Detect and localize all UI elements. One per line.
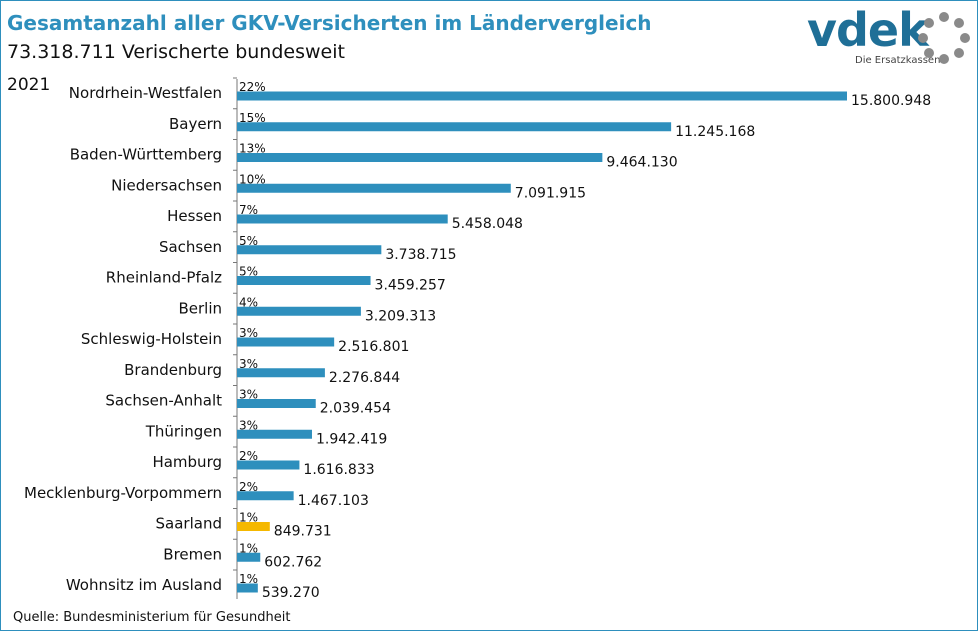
logo-ring-icon <box>918 12 970 64</box>
bar <box>237 91 847 101</box>
category-label: Niedersachsen <box>111 176 222 194</box>
value-label: 2.039.454 <box>320 401 391 417</box>
percent-label: 2% <box>239 449 258 463</box>
bar <box>237 276 371 285</box>
percent-label: 2% <box>239 480 258 494</box>
category-label: Berlin <box>178 299 222 317</box>
percent-label: 3% <box>239 418 258 432</box>
percent-label: 3% <box>239 388 258 402</box>
bar <box>237 122 672 132</box>
percent-label: 13% <box>239 142 266 156</box>
percent-label: 1% <box>239 572 258 586</box>
value-label: 1.467.103 <box>298 493 369 509</box>
value-label: 849.731 <box>274 524 332 540</box>
value-label: 9.464.130 <box>606 155 677 171</box>
percent-label: 5% <box>239 234 258 248</box>
value-label: 11.245.168 <box>675 124 755 140</box>
bar <box>237 429 312 439</box>
category-label: Sachsen-Anhalt <box>105 392 222 410</box>
value-label: 2.516.801 <box>338 339 409 355</box>
value-label: 5.458.048 <box>452 216 523 232</box>
chart-year: 2021 <box>7 75 51 95</box>
category-label: Baden-Württemberg <box>70 146 222 164</box>
value-label: 1.616.833 <box>303 462 374 478</box>
bar <box>237 583 258 593</box>
percent-label: 10% <box>239 172 266 186</box>
bar <box>237 399 316 408</box>
percent-label: 7% <box>239 203 258 217</box>
category-label: Sachsen <box>159 238 222 256</box>
value-label: 602.762 <box>264 554 322 570</box>
category-label: Bayern <box>169 115 222 133</box>
logo-tagline: Die Ersatzkassen <box>855 55 941 66</box>
bar <box>237 337 335 347</box>
bar <box>237 214 448 224</box>
logo-wordmark: vdek <box>807 3 929 57</box>
value-label: 2.276.844 <box>329 370 400 386</box>
category-label: Wohnsitz im Ausland <box>66 576 222 594</box>
percent-label: 3% <box>239 357 258 371</box>
source-note: Quelle: Bundesministerium für Gesundheit <box>13 610 291 625</box>
bar <box>237 460 300 470</box>
value-label: 3.738.715 <box>385 247 456 263</box>
chart-title: Gesamtanzahl aller GKV-Versicherten im L… <box>7 11 652 35</box>
percent-label: 4% <box>239 295 258 309</box>
value-label: 7.091.915 <box>515 185 586 201</box>
percent-label: 5% <box>239 265 258 279</box>
bar <box>237 491 294 501</box>
percent-label: 3% <box>239 326 258 340</box>
chart-subtitle: 73.318.711 Verischerte bundesweit <box>7 41 345 63</box>
category-label: Saarland <box>156 515 222 533</box>
percent-label: 15% <box>239 111 266 125</box>
value-label: 15.800.948 <box>851 93 931 109</box>
vdek-logo: vdek Die Ersatzkassen <box>807 3 972 69</box>
value-label: 539.270 <box>262 585 320 601</box>
category-label: Schleswig-Holstein <box>81 330 222 348</box>
bar <box>237 522 270 531</box>
category-label: Thüringen <box>145 422 222 440</box>
value-label: 1.942.419 <box>316 431 387 447</box>
bar <box>237 552 261 562</box>
category-label: Bremen <box>163 545 222 563</box>
percent-label: 1% <box>239 541 258 555</box>
bar <box>237 183 511 193</box>
percent-label: 1% <box>239 511 258 525</box>
category-label: Rheinland-Pfalz <box>106 269 222 287</box>
value-label: 3.209.313 <box>365 308 436 324</box>
category-label: Hamburg <box>152 453 222 471</box>
bar <box>237 153 603 162</box>
bar <box>237 306 361 316</box>
bar-chart: Nordrhein-Westfalen 22% 15.800.948 Bayern 15… <box>24 77 931 601</box>
percent-label: 22% <box>239 80 266 94</box>
value-label: 3.459.257 <box>375 278 446 294</box>
category-label: Hessen <box>167 207 222 225</box>
category-label: Nordrhein-Westfalen <box>69 84 222 102</box>
bar <box>237 368 325 378</box>
bar <box>237 245 382 255</box>
category-label: Brandenburg <box>124 361 222 379</box>
category-label: Mecklenburg-Vorpommern <box>24 484 222 502</box>
